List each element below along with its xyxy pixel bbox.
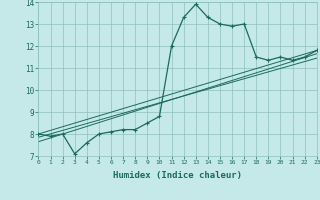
X-axis label: Humidex (Indice chaleur): Humidex (Indice chaleur)	[113, 171, 242, 180]
